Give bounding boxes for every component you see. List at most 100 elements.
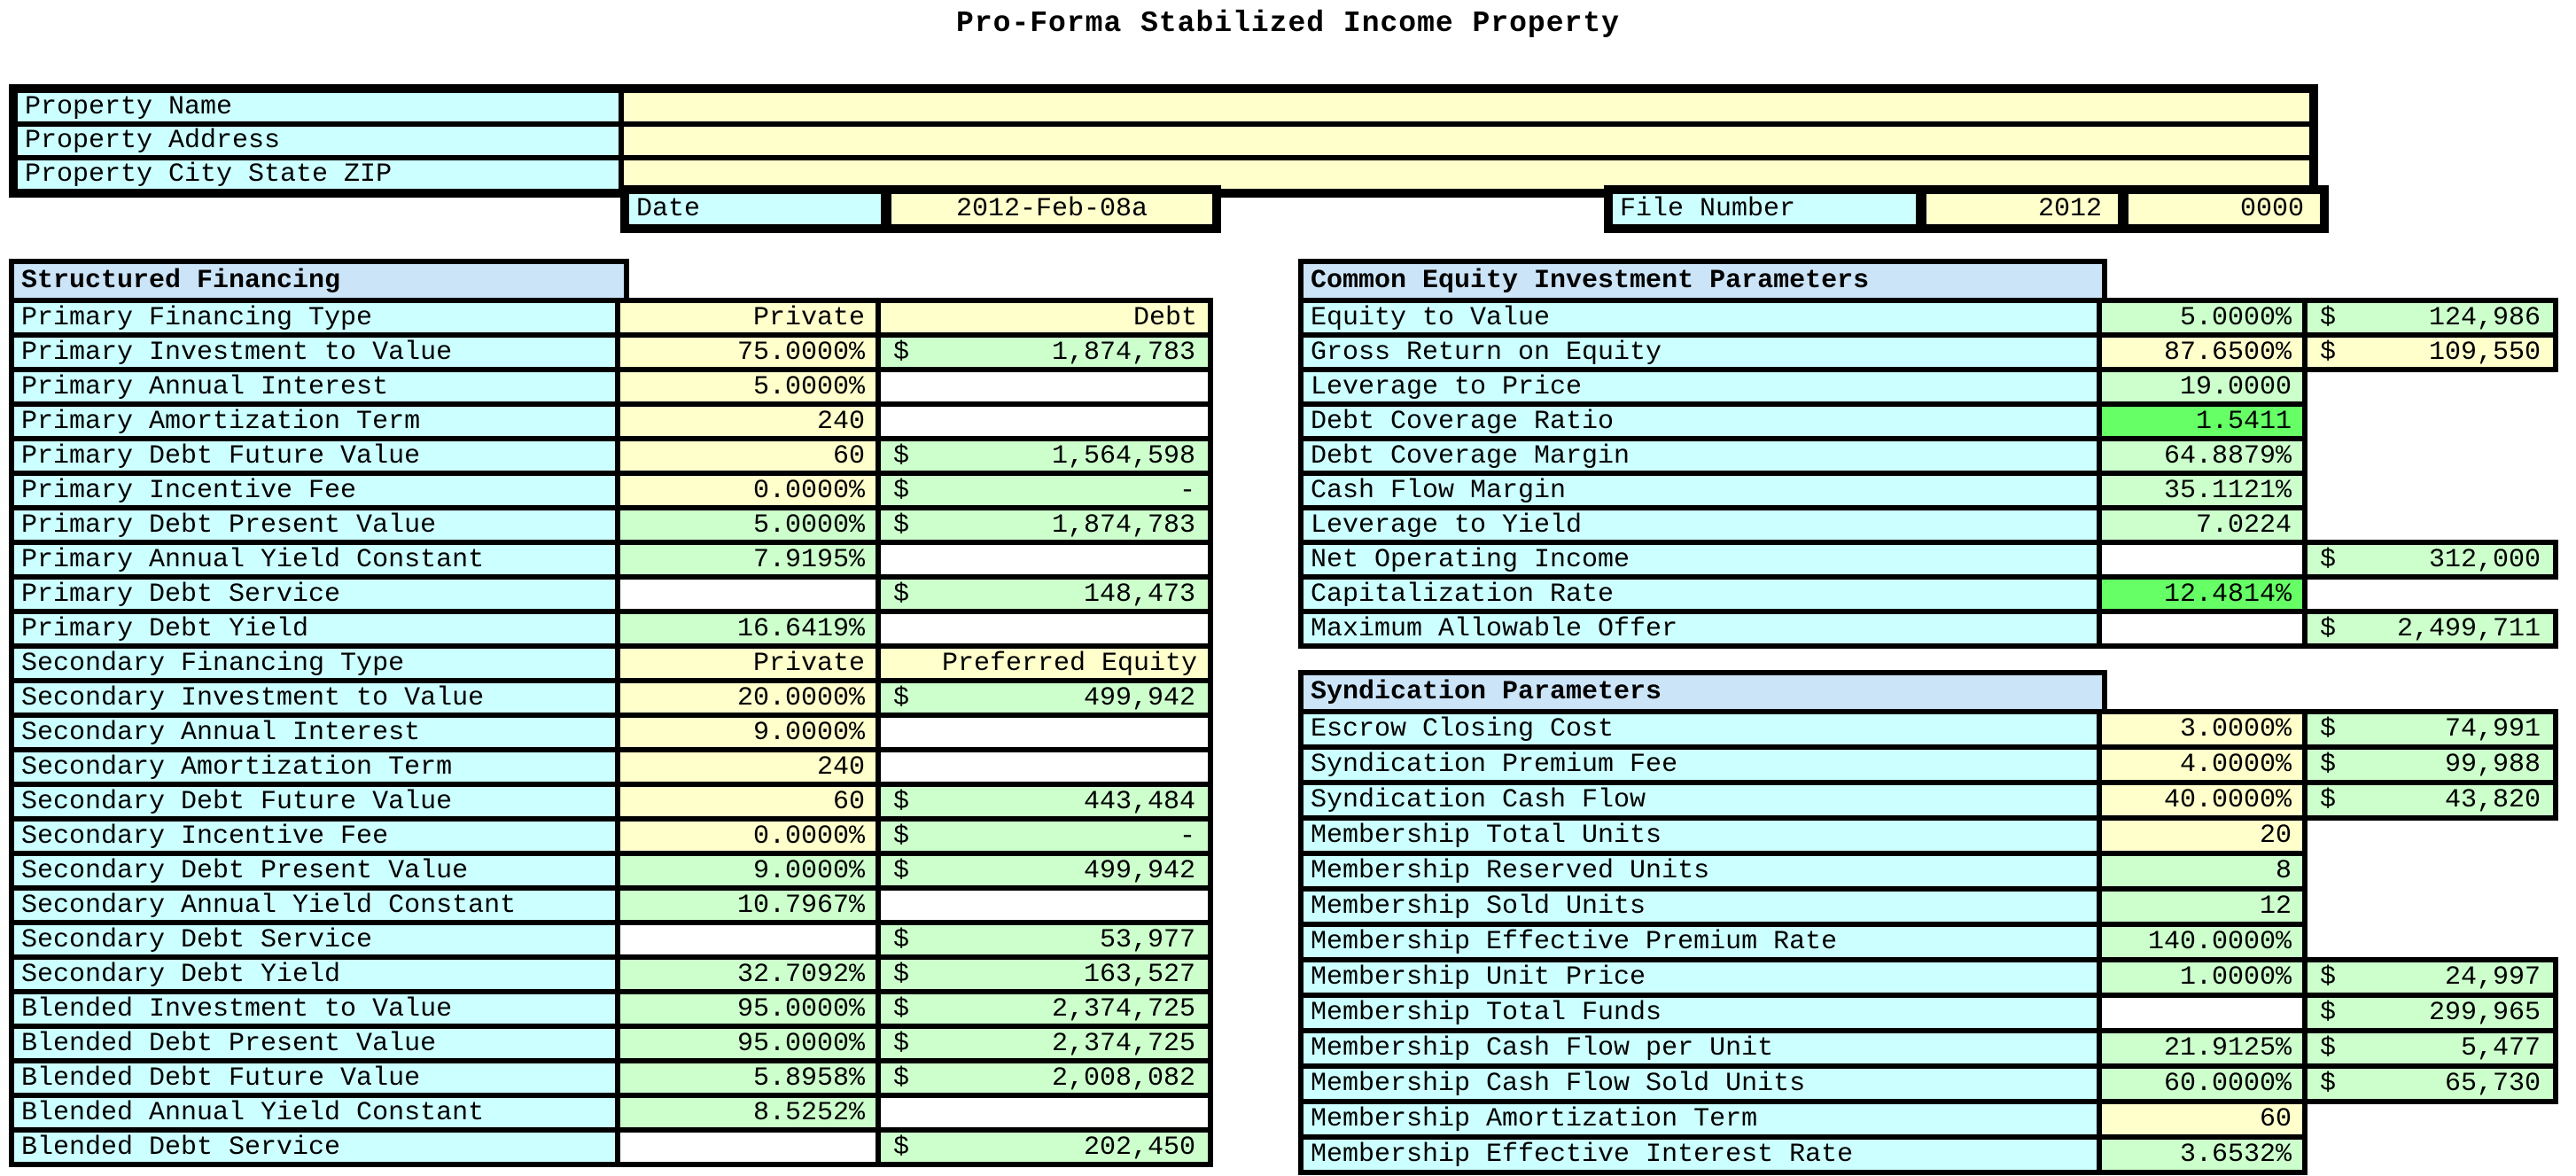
common-equity-parameters-table: Common Equity Investment Parameters Equi… [1298,259,2558,649]
dollar-sign: $ [893,993,910,1024]
value-cell-2[interactable]: $ 2,008,082 [876,1058,1213,1098]
value-cell-1[interactable] [2097,609,2308,649]
cell-amount: 109,550 [2428,337,2541,368]
value-cell-2[interactable]: $ 2,374,725 [876,989,1213,1029]
table-row: Secondary Debt Future Value 60 $ 443,484 [9,782,1213,822]
dollar-sign: $ [893,510,910,541]
table-row: Debt Coverage Ratio 1.5411 [1298,401,2558,441]
cell-amount: 74,991 [2444,714,2541,744]
file-number-field: File Number 2012 0000 [1604,185,2329,233]
date-value[interactable]: 2012-Feb-08a [886,189,1218,230]
dollar-sign: $ [893,1063,910,1094]
cell-amount: 499,942 [1083,855,1195,886]
table-row: Debt Coverage Margin 64.8879% [1298,436,2558,476]
value-cell-1[interactable]: 64.8879% [2097,436,2308,476]
cell-amount: 499,942 [1083,682,1195,713]
dollar-sign: $ [893,337,910,368]
page-title: Pro-Forma Stabilized Income Property [956,7,1620,40]
file-number-label: File Number [1607,189,1921,230]
row-label: Primary Investment to Value [9,332,620,372]
table-row: Secondary Financing Type Private Preferr… [9,643,1213,683]
row-label: Debt Coverage Margin [1298,436,2102,476]
row-label: Leverage to Price [1298,367,2102,407]
value-cell-1[interactable]: 35.1121% [2097,471,2308,510]
common-equity-rows: Equity to Value 5.0000% $ 124,986 Gross … [1298,298,2558,649]
table-row: Cash Flow Margin 35.1121% [1298,471,2558,510]
value-cell-2[interactable]: $ 312,000 [2302,540,2558,580]
row-label: Blended Debt Service [9,1127,620,1167]
table-row: Membership Total Funds $ 299,965 [1298,993,2558,1033]
section-header-common-equity: Common Equity Investment Parameters [1298,259,2107,303]
value-cell-1[interactable]: Private [615,643,881,683]
value-cell-2[interactable]: $ 1,874,783 [876,332,1213,372]
table-row: Blended Debt Service $ 202,450 [9,1127,1213,1167]
value-cell-2[interactable]: $ 148,473 [876,574,1213,614]
table-row: Secondary Amortization Term 240 [9,747,1213,787]
row-label: Primary Debt Yield [9,609,620,649]
value-cell-2[interactable]: Preferred Equity [876,643,1213,683]
date-field: Date 2012-Feb-08a [620,185,1221,233]
value-cell-2[interactable]: $ 202,450 [876,1127,1213,1167]
cell-amount: 163,527 [1083,959,1195,990]
dollar-sign: $ [2320,337,2337,368]
table-row: Secondary Annual Interest 9.0000% [9,713,1213,752]
value-cell-1[interactable]: Private [615,298,881,338]
value-cell-1[interactable]: 20 [2097,815,2308,856]
dollar-sign: $ [893,855,910,886]
property-info-box: Property Name Property Address Property … [9,84,2318,198]
cell-amount: 1,874,783 [1051,337,1195,368]
dollar-sign: $ [893,475,910,506]
cell-amount: 2,374,725 [1051,993,1195,1024]
file-number-value[interactable]: 0000 [2123,189,2325,230]
value-cell-1[interactable]: 21.9125% [2097,1028,2308,1069]
table-row: Maximum Allowable Offer $ 2,499,711 [1298,609,2558,649]
value-cell-1[interactable]: 3.6532% [2097,1134,2308,1175]
dollar-sign: $ [893,786,910,817]
property-city-state-zip-label: Property City State ZIP [12,155,624,194]
value-cell-2[interactable]: $ 43,820 [2302,780,2558,821]
syndication-rows: Escrow Closing Cost 3.0000% $ 74,991 Syn… [1298,709,2558,1175]
value-cell-2[interactable]: $ - [876,816,1213,856]
dollar-sign: $ [2320,544,2337,575]
value-cell-2[interactable]: $ 53,977 [876,920,1213,960]
syndication-parameters-table: Syndication Parameters Escrow Closing Co… [1298,670,2558,1175]
file-number-year[interactable]: 2012 [1921,189,2123,230]
cell-amount: 65,730 [2444,1069,2541,1099]
value-cell-1[interactable]: 60 [2097,1099,2308,1140]
dollar-sign: $ [893,1132,910,1163]
value-cell-2[interactable]: $ 1,564,598 [876,436,1213,476]
dollar-sign: $ [893,821,910,852]
section-header-syndication: Syndication Parameters [1298,670,2107,714]
value-cell-1[interactable]: 95.0000% [615,1024,881,1063]
value-cell-2[interactable]: $ 109,550 [2302,332,2558,372]
dollar-sign: $ [893,682,910,713]
date-label: Date [624,189,886,230]
dollar-sign: $ [2320,998,2337,1028]
value-cell-1[interactable] [615,1127,881,1167]
dollar-sign: $ [2320,750,2337,780]
cell-amount: 1,874,783 [1051,510,1195,541]
cell-amount: 99,988 [2444,750,2541,780]
structured-financing-rows: Primary Financing Type Private Debt Prim… [9,298,1213,1167]
table-row: Blended Debt Present Value 95.0000% $ 2,… [9,1024,1213,1063]
cell-amount: 312,000 [2428,544,2541,575]
cell-amount: - [1179,821,1195,852]
value-cell-2[interactable]: $ 124,986 [2302,298,2558,338]
value-cell-1[interactable]: 10.7967% [615,885,881,925]
row-label: Debt Coverage Ratio [1298,401,2102,441]
cell-amount: 202,450 [1083,1132,1195,1163]
cell-amount: 299,965 [2428,998,2541,1028]
table-row: Membership Effective Premium Rate 140.00… [1298,922,2558,962]
value-cell-2[interactable]: $ 2,499,711 [2302,609,2558,649]
value-cell-1[interactable]: 8.5252% [615,1093,881,1133]
row-label: Membership Effective Interest Rate [1298,1134,2102,1175]
dollar-sign: $ [2320,785,2337,815]
row-label: Blended Annual Yield Constant [9,1093,620,1133]
structured-financing-table: Structured Financing Primary Financing T… [9,259,1213,1167]
cell-amount: 43,820 [2444,785,2541,815]
value-cell-2[interactable] [876,713,1213,752]
table-row: Leverage to Price 19.0000 [1298,367,2558,407]
value-cell-2[interactable]: $ 65,730 [2302,1063,2558,1104]
cell-amount: 53,977 [1099,924,1195,955]
